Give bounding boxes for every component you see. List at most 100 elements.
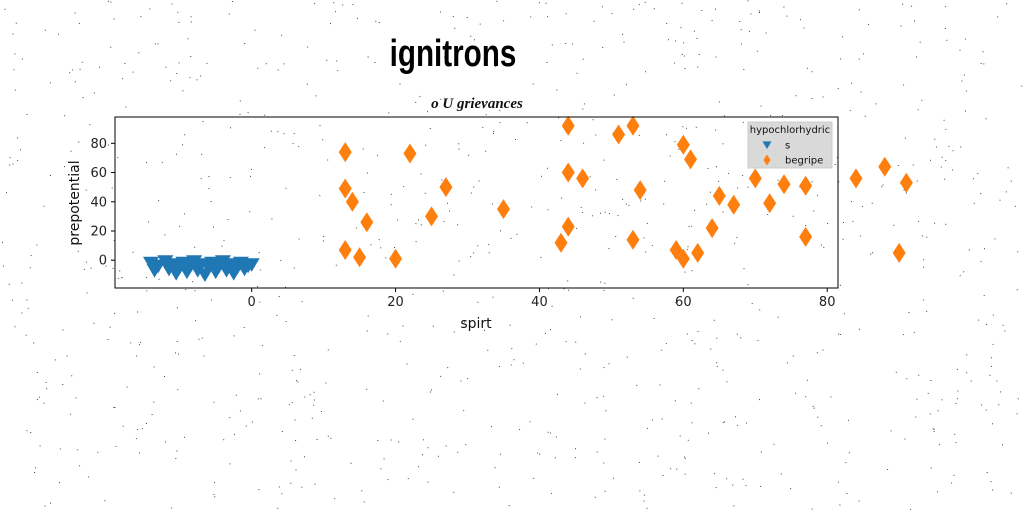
- noise-dot: [104, 500, 106, 502]
- noise-dot: [916, 56, 917, 58]
- noise-dot: [251, 168, 252, 170]
- noise-dot: [546, 62, 548, 63]
- noise-dot: [989, 374, 991, 376]
- noise-dot: [980, 260, 982, 262]
- noise-dot: [394, 247, 396, 248]
- noise-dot: [315, 95, 317, 97]
- noise-dot: [715, 8, 716, 10]
- noise-dot: [674, 62, 676, 64]
- noise-dot: [387, 479, 389, 481]
- noise-dot: [827, 223, 829, 224]
- noise-dot: [126, 386, 128, 388]
- noise-dot: [264, 147, 266, 149]
- noise-dot: [377, 154, 378, 156]
- y-tick-label: 60: [90, 166, 107, 181]
- noise-dot: [492, 203, 493, 205]
- y-tick-label: 40: [90, 195, 107, 210]
- noise-dot: [382, 400, 384, 402]
- series-begripe-point: [676, 134, 690, 155]
- noise-dot: [957, 390, 959, 392]
- noise-dot: [568, 289, 570, 291]
- noise-dot: [780, 473, 782, 475]
- noise-dot: [35, 467, 36, 469]
- noise-dot: [452, 16, 454, 17]
- noise-dot: [449, 210, 450, 212]
- noise-dot: [622, 33, 624, 35]
- noise-dot: [948, 145, 950, 147]
- noise-dot: [591, 215, 593, 217]
- noise-dot: [407, 478, 409, 480]
- noise-dot: [425, 144, 427, 146]
- noise-dot: [594, 496, 596, 498]
- noise-dot: [680, 27, 682, 29]
- noise-dot: [94, 226, 96, 227]
- noise-dot: [175, 458, 177, 459]
- noise-dot: [845, 462, 847, 464]
- noise-dot: [698, 54, 700, 55]
- noise-dot: [12, 299, 13, 301]
- series-begripe-point: [892, 242, 906, 263]
- noise-dot: [503, 20, 505, 22]
- noise-dot: [175, 352, 176, 354]
- noise-dot: [757, 340, 759, 341]
- noise-dot: [558, 117, 559, 119]
- chart-title: ignitrons: [390, 33, 517, 75]
- noise-dot: [77, 250, 79, 252]
- noise-dot: [978, 319, 980, 321]
- noise-dot: [821, 299, 823, 301]
- noise-dot: [367, 56, 369, 58]
- noise-dot: [840, 58, 842, 60]
- noise-dot: [342, 4, 344, 6]
- noise-dot: [265, 63, 267, 65]
- noise-dot: [736, 333, 738, 335]
- noise-dot: [747, 284, 749, 286]
- noise-dot: [437, 455, 439, 457]
- noise-dot: [12, 33, 14, 35]
- noise-dot: [89, 124, 91, 126]
- noise-dot: [34, 472, 36, 473]
- noise-dot: [14, 326, 16, 328]
- noise-dot: [644, 1, 646, 3]
- series-begripe-point: [439, 177, 453, 198]
- noise-dot: [1016, 413, 1018, 415]
- noise-dot: [678, 148, 680, 150]
- noise-dot: [154, 43, 156, 45]
- noise-dot: [170, 80, 172, 82]
- noise-dot: [751, 302, 753, 304]
- legend-label-begripe: begripe: [785, 156, 823, 167]
- noise-dot: [498, 366, 500, 367]
- noise-dot: [687, 439, 689, 441]
- y-tick-label: 20: [90, 225, 107, 240]
- noise-dot: [713, 319, 715, 321]
- noise-dot: [859, 235, 861, 237]
- noise-dot: [141, 428, 143, 430]
- noise-dot: [823, 246, 825, 248]
- noise-dot: [693, 30, 695, 32]
- x-axis-label: spirt: [460, 316, 492, 332]
- noise-dot: [189, 77, 191, 79]
- noise-dot: [923, 259, 925, 261]
- noise-dot: [547, 431, 549, 433]
- noise-dot: [463, 410, 465, 412]
- noise-dot: [848, 419, 849, 421]
- noise-dot: [940, 166, 942, 168]
- noise-dot: [277, 507, 279, 509]
- noise-dot: [46, 388, 48, 390]
- noise-dot: [458, 143, 460, 145]
- noise-dot: [158, 200, 160, 202]
- noise-dot: [30, 255, 32, 257]
- noise-dot: [674, 400, 676, 402]
- y-tick-label: 0: [99, 254, 107, 269]
- noise-dot: [625, 203, 627, 205]
- noise-dot: [393, 55, 395, 57]
- noise-dot: [223, 240, 225, 242]
- noise-dot: [398, 441, 400, 443]
- noise-dot: [164, 376, 165, 377]
- noise-dot: [723, 115, 725, 117]
- series-begripe-point: [576, 168, 590, 189]
- noise-dot: [182, 90, 184, 92]
- noise-dot: [716, 166, 717, 168]
- noise-dot: [918, 220, 920, 222]
- noise-dot: [759, 12, 760, 13]
